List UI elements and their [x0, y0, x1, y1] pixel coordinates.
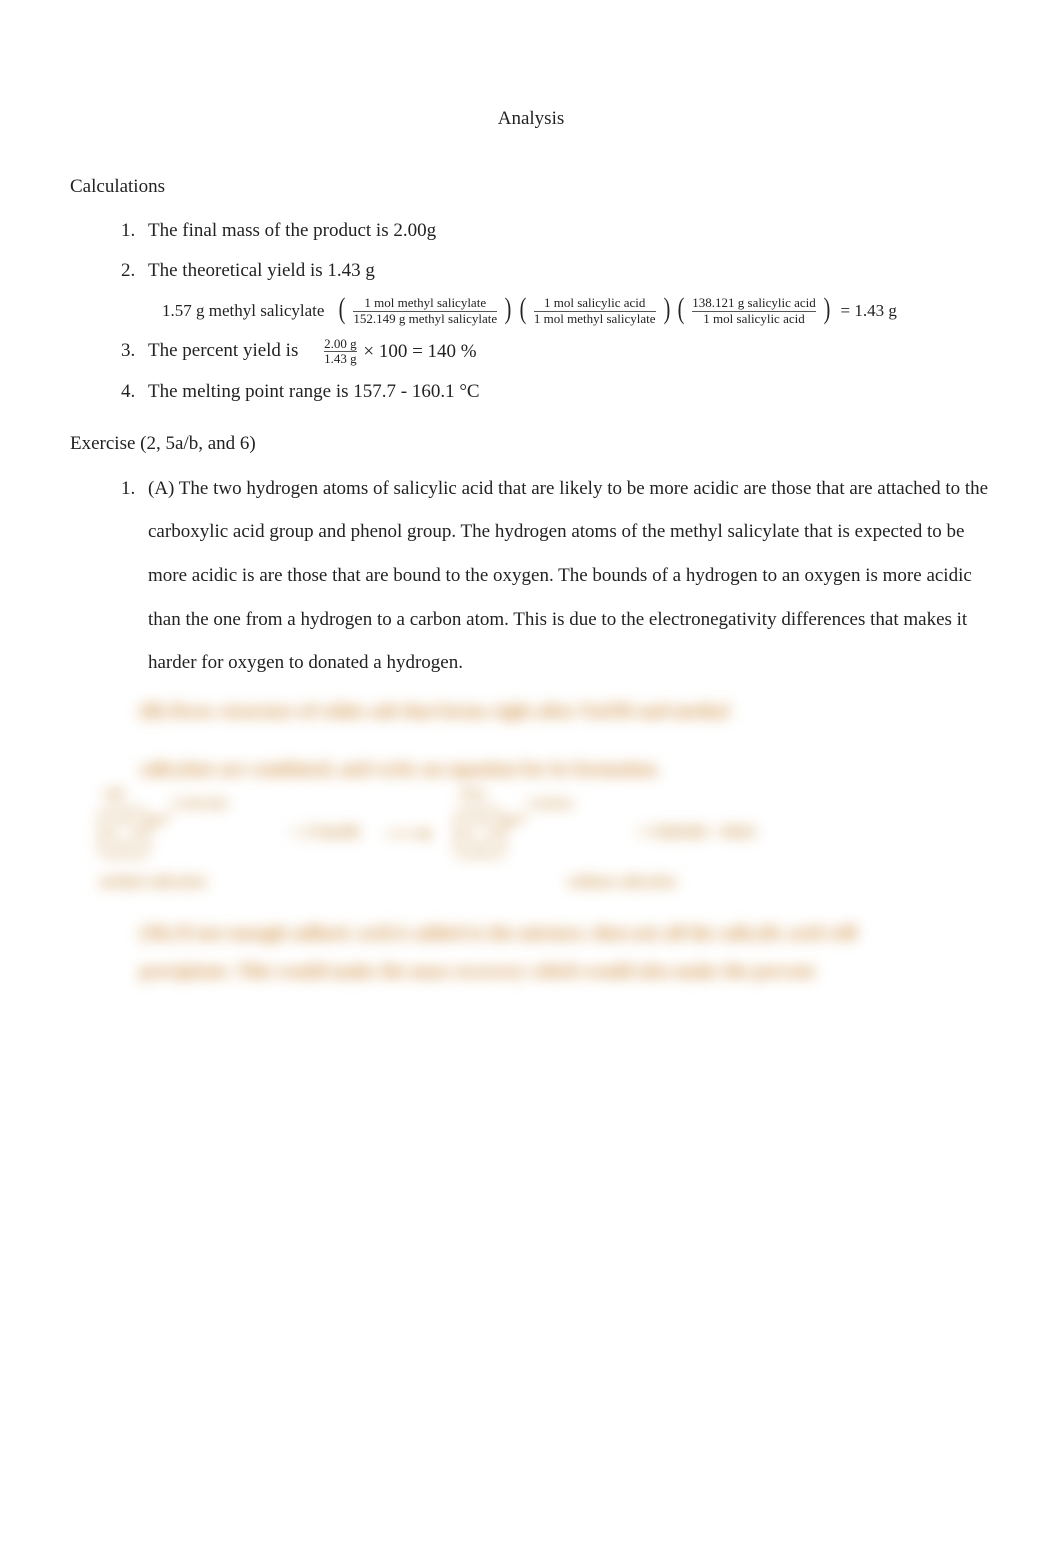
- exercise-list: (A) The two hydrogen atoms of salicylic …: [120, 467, 992, 685]
- bond-line-icon: [502, 815, 525, 826]
- mol2-side-label: COONa: [528, 791, 574, 817]
- calculations-list: The final mass of the product is 2.00g T…: [120, 212, 992, 411]
- percent-yield-fraction: 2.00 g 1.43 g: [324, 337, 357, 367]
- mol2-caption: sodium salicylate: [567, 867, 677, 897]
- document-page: Analysis Calculations The final mass of …: [0, 0, 1062, 1071]
- rparen-3: ): [824, 294, 831, 324]
- calc-item-2: The theoretical yield is 1.43 g 1.57 g m…: [140, 252, 992, 326]
- exercise-1-label: (A): [148, 478, 179, 499]
- eq-frac-1: 1 mol methyl salicylate 152.149 g methyl…: [353, 296, 497, 326]
- rparen-1: ): [505, 294, 512, 324]
- mol1-caption: methyl salicylate: [100, 867, 207, 897]
- blur-line-2b: salicylate are combined, and write an eq…: [140, 751, 992, 789]
- mol1-side-label: COOCH3: [172, 791, 228, 817]
- eq-frac-2: 1 mol salicylic acid 1 mol methyl salicy…: [534, 296, 656, 326]
- benzene-ring-icon: [100, 809, 148, 857]
- benzene-ring-icon: [456, 809, 504, 857]
- exercise-1-text: The two hydrogen atoms of salicylic acid…: [148, 478, 988, 674]
- page-title: Analysis: [70, 100, 992, 138]
- calc-item-3-prefix: The percent yield is: [148, 340, 298, 361]
- eq-result: = 1.43 g: [841, 301, 897, 321]
- exercise-1-body: (A) The two hydrogen atoms of salicylic …: [148, 467, 992, 685]
- reaction-arrow: [386, 814, 430, 852]
- mol1-top-label: OH: [104, 781, 124, 807]
- arrow-icon: [386, 833, 430, 835]
- calc-item-1: The final mass of the product is 2.00g: [140, 212, 992, 250]
- molecule-2: ONa COONa: [456, 809, 504, 857]
- reaction-scheme: OH COOCH3 + 2 NaOH ONa COONa + CH3OH + H…: [100, 809, 992, 857]
- calc-item-3: The percent yield is 2.00 g 1.43 g × 100…: [140, 332, 992, 371]
- eq-lead: 1.57 g methyl salicylate: [162, 301, 324, 321]
- lparen-1: (: [339, 294, 346, 324]
- exercise-item-1: (A) The two hydrogen atoms of salicylic …: [140, 467, 992, 685]
- lparen-2: (: [519, 294, 526, 324]
- calc-item-2-text: The theoretical yield is 1.43 g: [148, 260, 375, 281]
- reaction-plus-1: + 2 NaOH: [290, 817, 360, 849]
- molecule-1: OH COOCH3: [100, 809, 148, 857]
- blur-line-3a: (5b) If not enough sulfuric acid is adde…: [140, 915, 992, 953]
- reaction-products: + CH3OH + H2O: [636, 817, 756, 849]
- bond-line-icon: [146, 815, 169, 826]
- blurred-content: (B) Draw structure of white salt that fo…: [70, 693, 992, 991]
- eq-frac-3: 138.121 g salicylic acid 1 mol salicylic…: [692, 296, 815, 326]
- exercise-heading: Exercise (2, 5a/b, and 6): [70, 425, 992, 463]
- calculations-heading: Calculations: [70, 168, 992, 206]
- blur-line-3b: precipitate. This would make the mass re…: [140, 953, 992, 991]
- mol2-top-label: ONa: [460, 781, 486, 807]
- percent-yield-tail: × 100 = 140 %: [363, 333, 476, 371]
- rparen-2: ): [663, 294, 670, 324]
- calc-item-4: The melting point range is 157.7 - 160.1…: [140, 373, 992, 411]
- blur-line-2a: (B) Draw structure of white salt that fo…: [140, 693, 992, 731]
- theoretical-yield-equation: 1.57 g methyl salicylate ( 1 mol methyl …: [162, 296, 992, 326]
- lparen-3: (: [678, 294, 685, 324]
